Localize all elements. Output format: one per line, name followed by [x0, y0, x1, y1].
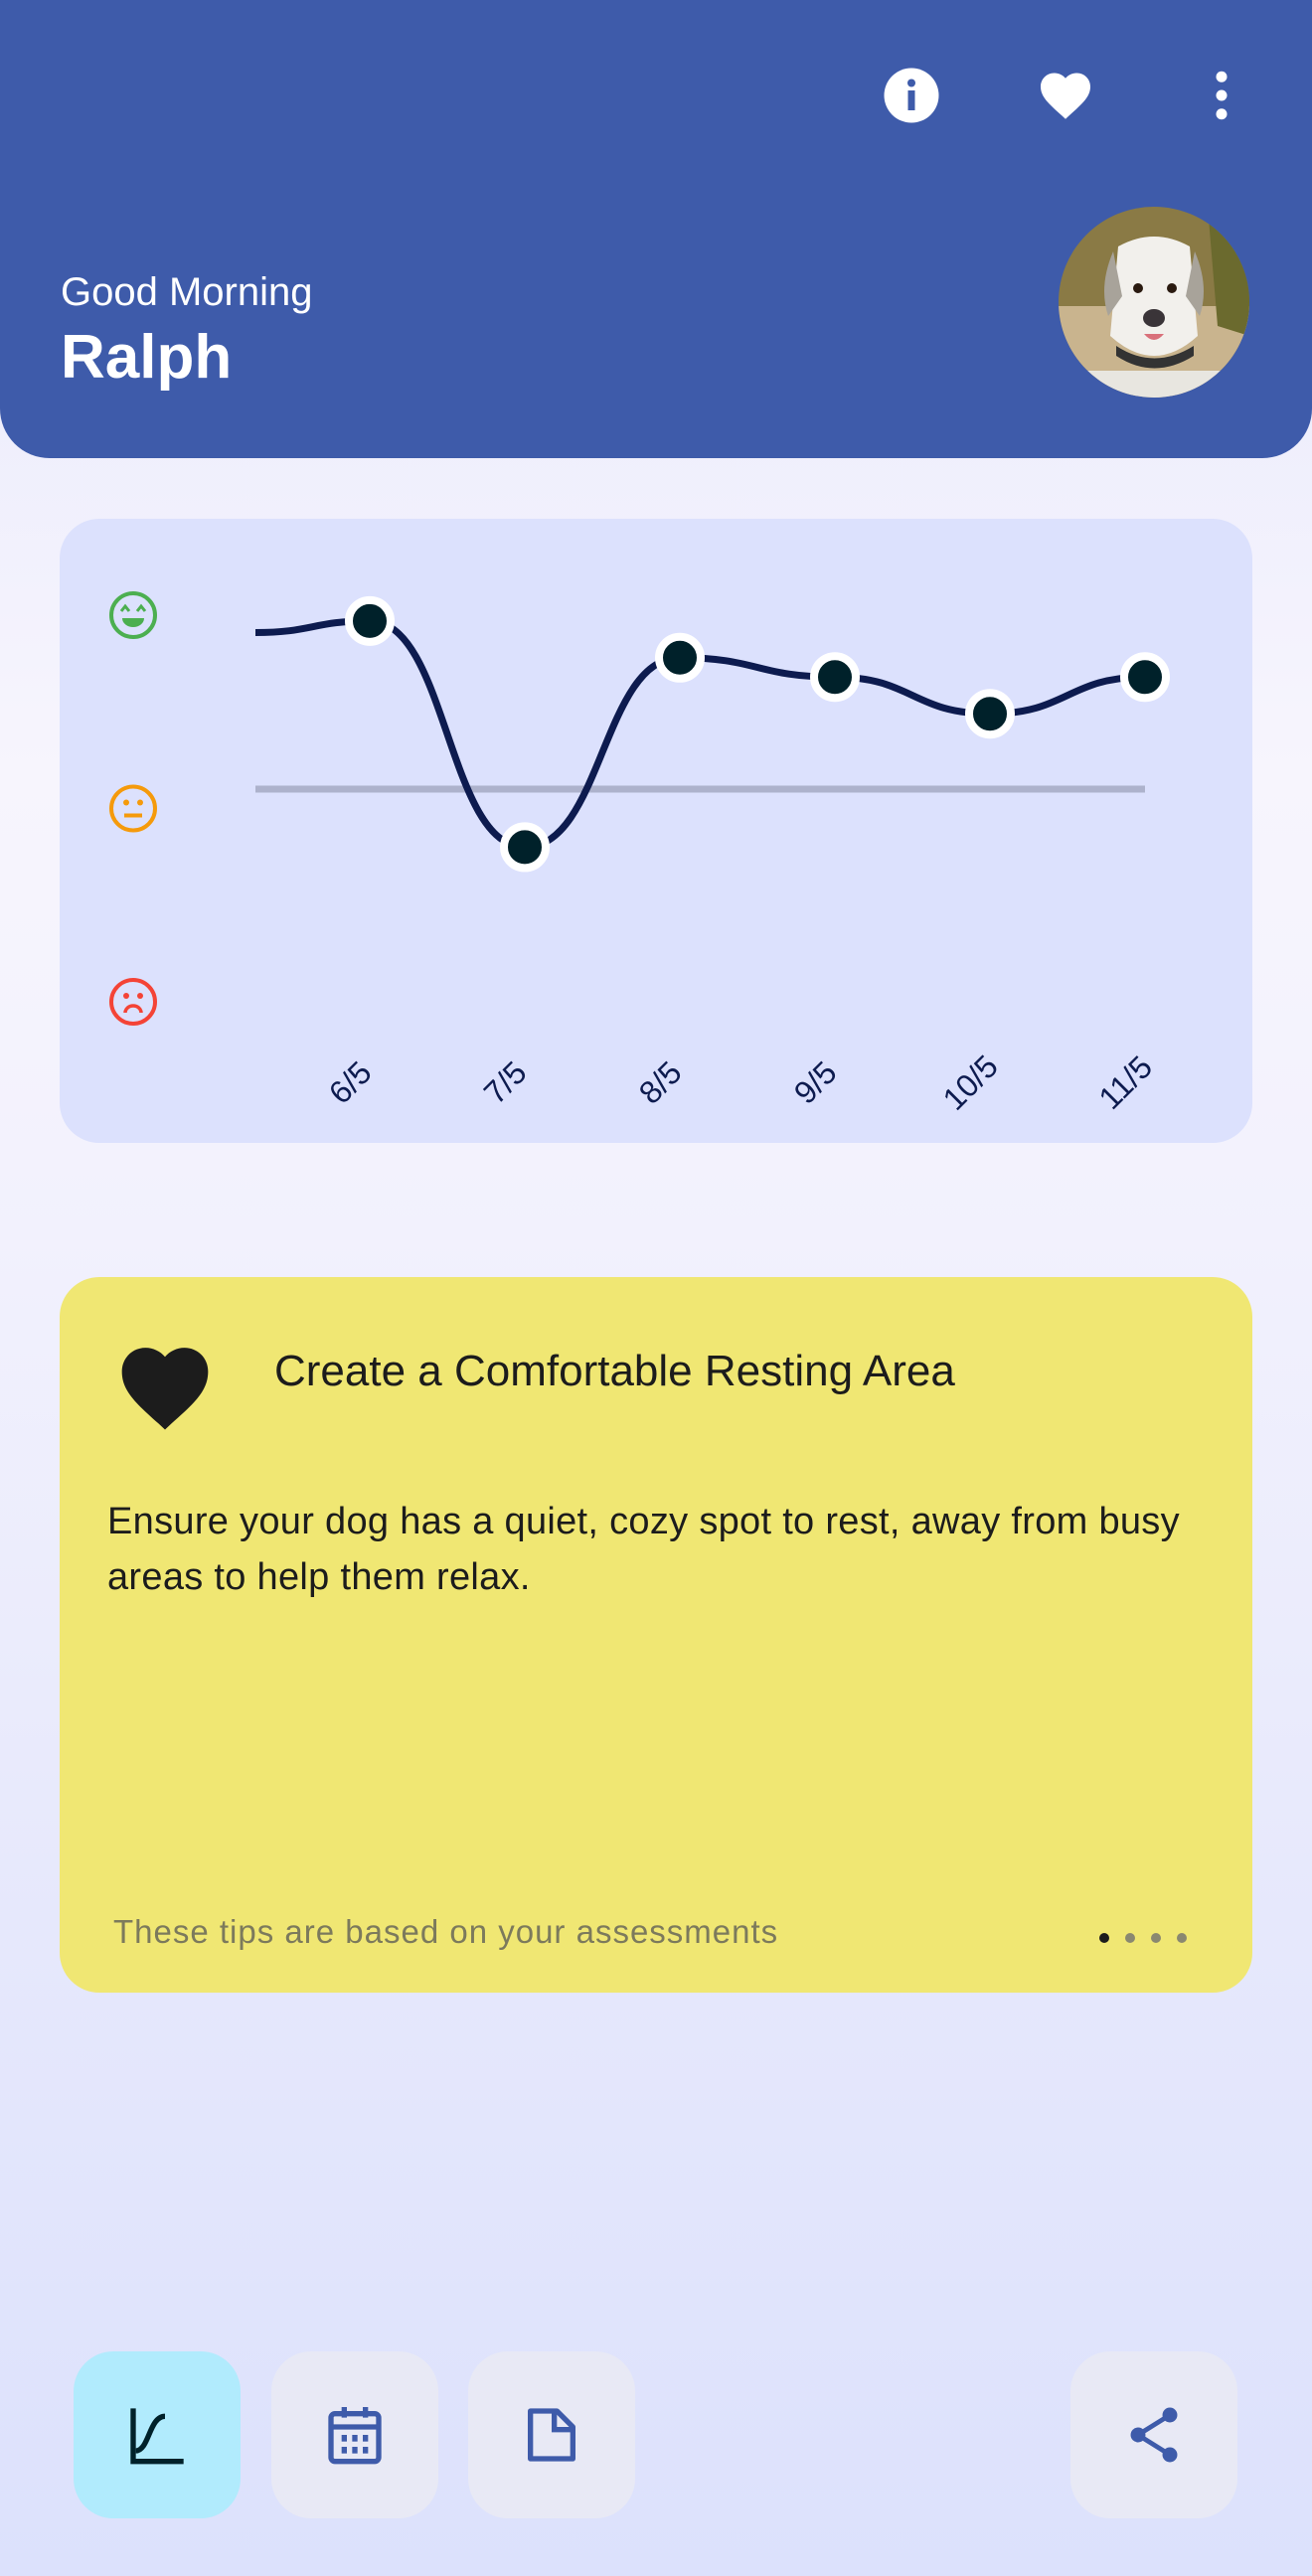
eye — [123, 993, 129, 999]
page-indicator[interactable] — [1099, 1933, 1187, 1943]
x-tick-label: 6/5 — [322, 1054, 379, 1111]
data-point — [965, 689, 1015, 739]
page-dot[interactable] — [1099, 1933, 1109, 1943]
info-icon[interactable] — [882, 66, 941, 125]
heart-icon — [121, 1348, 209, 1430]
eye — [137, 993, 143, 999]
heart-icon[interactable] — [1036, 66, 1095, 125]
data-point — [345, 595, 395, 646]
mouth — [123, 1004, 143, 1014]
x-tick-label: 10/5 — [935, 1047, 1004, 1116]
pet-name: Ralph — [61, 323, 233, 392]
dog-photo — [1059, 207, 1249, 398]
data-point — [810, 652, 860, 703]
calendar-tab-button[interactable] — [271, 2351, 438, 2518]
tip-footer: These tips are based on your assessments — [113, 1913, 779, 1950]
data-point — [655, 632, 705, 683]
greeting: Good Morning — [61, 270, 313, 314]
page-dot[interactable] — [1151, 1933, 1161, 1943]
eye — [119, 603, 147, 612]
data-point — [500, 822, 550, 873]
eye — [137, 799, 143, 806]
page-dot[interactable] — [1177, 1933, 1187, 1943]
document-icon — [528, 2408, 575, 2462]
x-tick-label: 8/5 — [632, 1054, 689, 1111]
x-tick-label: 9/5 — [787, 1054, 844, 1111]
tip-body: Ensure your dog has a quiet, cozy spot t… — [107, 1501, 1180, 1598]
tip-card[interactable]: Create a Comfortable Resting Area Ensure… — [60, 1277, 1252, 1993]
neutral-face-icon — [109, 784, 157, 833]
sad-face-icon — [109, 978, 157, 1026]
tip-title: Create a Comfortable Resting Area — [274, 1347, 955, 1395]
x-tick-label: 11/5 — [1091, 1048, 1159, 1116]
page-dot[interactable] — [1125, 1933, 1135, 1943]
eye — [123, 799, 129, 806]
more-vertical-icon[interactable] — [1192, 66, 1251, 125]
x-tick-label: 7/5 — [477, 1054, 534, 1111]
mouth — [124, 813, 142, 818]
mood-line-chart: 6/5 7/5 8/5 9/5 10/5 11/5 — [109, 591, 1170, 1117]
chart-tab-button[interactable] — [74, 2351, 241, 2518]
chart-icon — [130, 2408, 184, 2465]
share-icon — [1130, 2407, 1178, 2463]
document-tab-button[interactable] — [468, 2351, 635, 2518]
mouth — [122, 618, 144, 627]
avatar[interactable] — [1059, 207, 1249, 398]
happy-face-icon — [109, 591, 157, 639]
mood-chart: 6/5 7/5 8/5 9/5 10/5 11/5 — [60, 519, 1252, 1143]
data-point — [1120, 652, 1170, 703]
calendar-icon — [328, 2407, 382, 2465]
share-button[interactable] — [1070, 2351, 1237, 2518]
header: Good Morning Ralph — [0, 0, 1312, 458]
